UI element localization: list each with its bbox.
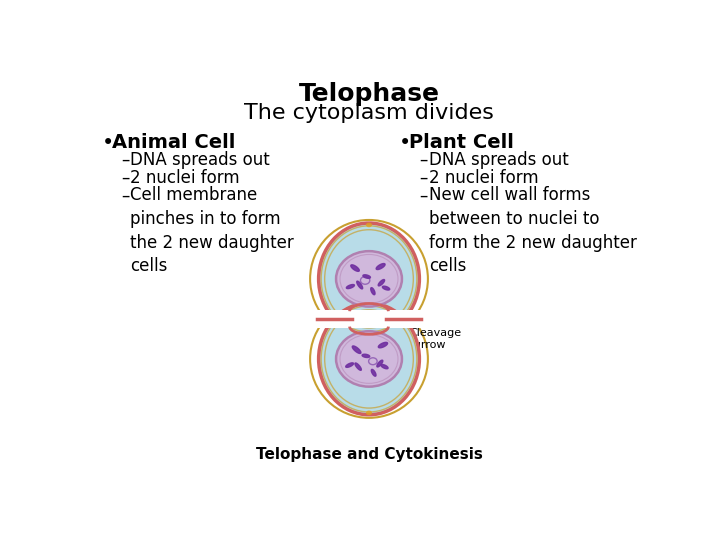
Text: –: – [121,168,130,187]
Polygon shape [363,275,370,278]
Text: DNA spreads out: DNA spreads out [130,151,270,169]
Text: New cell wall forms
between to nuclei to
form the 2 new daughter
cells: New cell wall forms between to nuclei to… [428,186,636,275]
Ellipse shape [319,223,419,335]
Text: •: • [398,132,410,153]
Polygon shape [378,280,384,286]
Ellipse shape [366,410,372,415]
Polygon shape [382,286,390,290]
Polygon shape [381,364,388,369]
Text: Telophase: Telophase [299,82,439,106]
Text: Animal Cell: Animal Cell [112,132,235,152]
Ellipse shape [366,222,372,227]
Polygon shape [352,346,361,354]
Polygon shape [372,369,376,376]
Text: 2 nuclei form: 2 nuclei form [428,168,539,187]
Text: –: – [121,151,130,169]
Polygon shape [356,281,363,289]
Text: Plant Cell: Plant Cell [409,132,514,152]
Polygon shape [362,354,369,357]
Polygon shape [371,288,375,295]
Polygon shape [376,264,385,269]
Polygon shape [377,360,383,367]
Text: –: – [121,186,130,205]
Polygon shape [355,363,361,370]
Polygon shape [346,363,354,367]
Text: The cytoplasm divides: The cytoplasm divides [244,103,494,123]
Ellipse shape [336,251,402,307]
Text: •: • [102,132,114,153]
Text: –: – [419,186,428,205]
Text: –: – [419,151,428,169]
Text: –: – [419,168,428,187]
Text: DNA spreads out: DNA spreads out [428,151,568,169]
Text: Cleavage
Furrow: Cleavage Furrow [392,323,462,350]
Text: Cell membrane
pinches in to form
the 2 new daughter
cells: Cell membrane pinches in to form the 2 n… [130,186,294,275]
Polygon shape [346,285,354,288]
Bar [315,309,423,328]
Text: Telophase and Cytokinesis: Telophase and Cytokinesis [256,448,482,462]
Polygon shape [351,265,359,272]
Ellipse shape [336,331,402,387]
Ellipse shape [319,303,419,415]
Text: 2 nuclei form: 2 nuclei form [130,168,240,187]
Polygon shape [378,342,387,348]
